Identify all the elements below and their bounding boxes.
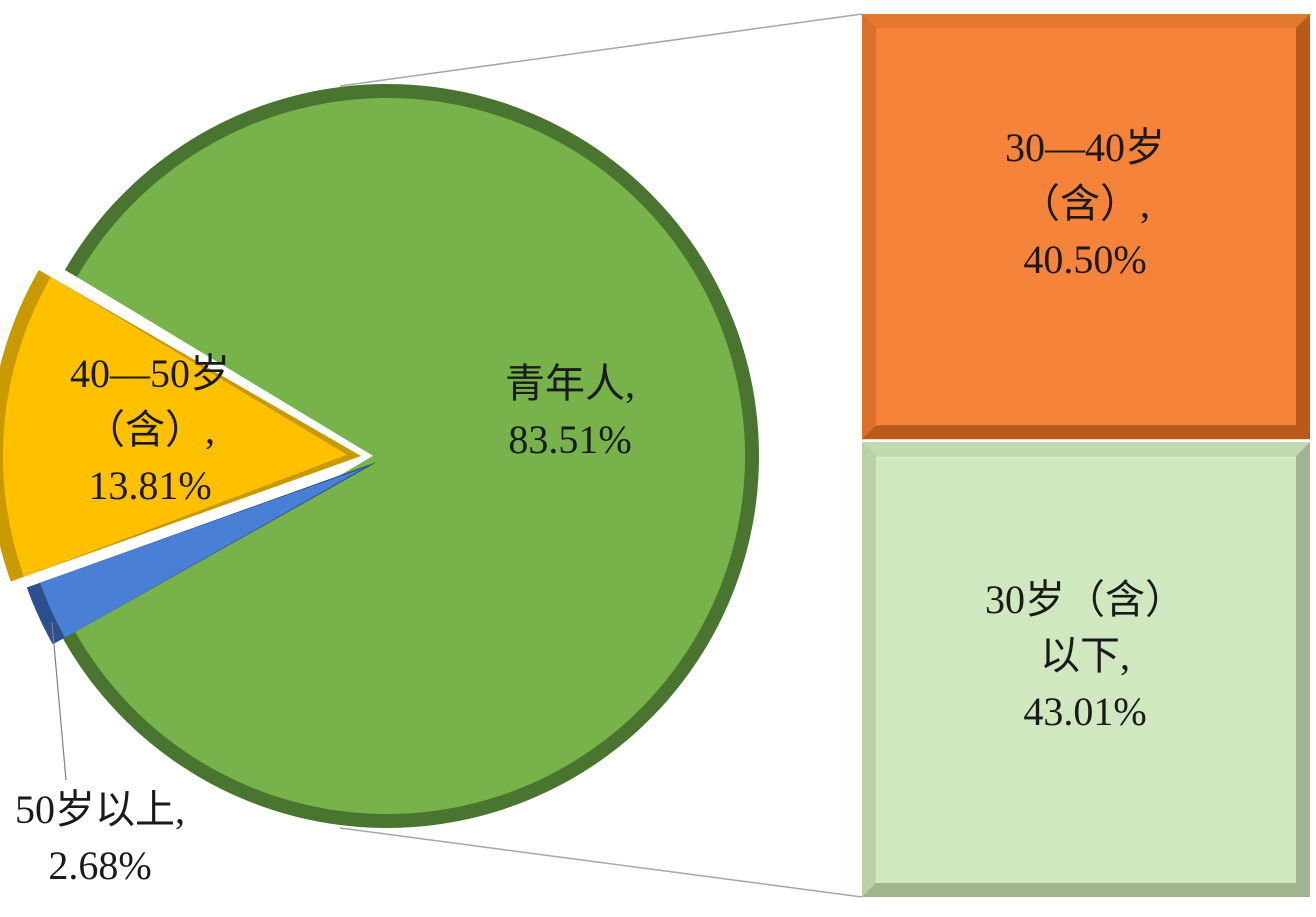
connector-line-bottom (339, 827, 863, 898)
bar-segment-1 (876, 456, 1296, 883)
bar-bevel-top-1 (862, 442, 1310, 457)
leader-line-over-50 (51, 621, 67, 781)
pie-slice-1 (2, 277, 348, 577)
bar-bevel-left-1 (862, 442, 876, 897)
label-over-50: 50岁以上, 2.68% (15, 787, 185, 888)
label-youth: 青年人, 83.51% (505, 361, 635, 462)
bar-bevel-top-0 (862, 14, 1310, 28)
connector-line-top (339, 13, 863, 87)
label-under-30: 30岁（含） 以下, 43.01% (985, 577, 1185, 734)
label-40-50: 40—50岁 （含）, 13.81% (70, 351, 230, 508)
label-30-40: 30—40岁 （含）, 40.50% (1005, 125, 1165, 282)
pie-slice-0 (74, 98, 745, 815)
bar-segment-0 (876, 28, 1296, 426)
pie-slice-2 (39, 467, 365, 638)
bar-bevel-left-0 (862, 14, 876, 440)
